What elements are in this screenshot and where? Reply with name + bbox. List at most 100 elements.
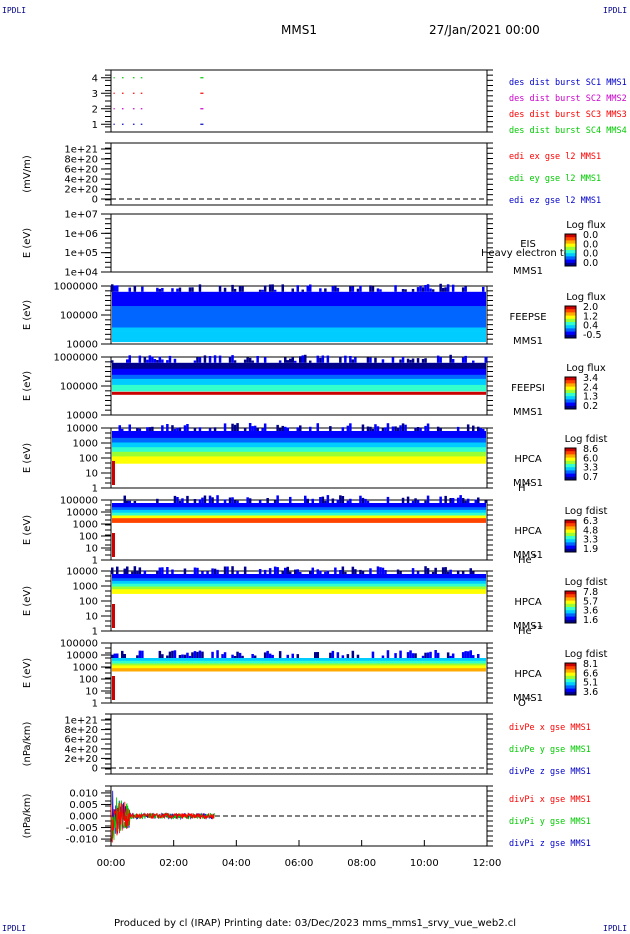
y-tick-label-eis: 1e+05 [64,248,98,259]
colorbar-frame-feepse [564,305,577,339]
colorbar-frame-hpca_he [564,519,577,553]
spectrogram-speckle-feepse [439,283,442,292]
colorbar-segment-hpca_h [565,464,576,468]
spectrogram-speckle-feepse [431,289,435,292]
colorbar-tick-eis: 0.0 [583,258,598,269]
spectrogram-speckle-hpca_he [459,495,462,503]
spectrogram-band-hpca_he [112,503,486,505]
spectrogram-speckle-hpca_hepp [339,570,342,574]
spectrogram-speckle-feepse [188,287,192,292]
panel-frame-edi [110,142,488,206]
spectrogram-speckle-hpca_hepp [294,569,297,574]
spectrogram-speckle-feepse [281,284,285,292]
spectrogram-speckle-feepse [128,287,132,292]
colorbar-segment-hpca_o [565,691,576,696]
spectrogram-speckle-feepse [451,284,455,292]
colorbar-segment-hpca_o [565,679,576,683]
spectrogram-speckle-hpca_o [472,655,475,658]
spectrogram-speckle-feepse [306,285,310,292]
y-tick-label-burst: 2 [92,104,98,115]
spectrogram-speckle-hpca_hepp [319,570,322,574]
spectrogram-speckle-hpca_o [113,653,117,658]
spectrogram-speckle-hpca_he [461,498,465,503]
spectrogram-speckle-feepse [356,288,360,292]
spectrogram-speckle-hpca_o [394,653,397,658]
colorbar-tick-hpca_h: 0.7 [583,472,598,483]
colorbar-segment-hpca_h [565,473,576,478]
y-tick-label-eis: 1e+06 [64,229,98,240]
spectrogram-speckle-hpca_o [186,652,189,658]
spectrogram-speckle-hpca_he [449,498,452,503]
spectrogram-speckle-hpca_o [263,652,267,658]
spectrogram-speckle-hpca_o [429,651,432,658]
spectrogram-speckle-feepse [141,286,144,292]
colorbar-frame-feepsi [564,376,577,410]
colorbar-segment-hpca_hepp [565,600,576,605]
species-charge: + [526,695,532,703]
spectrogram-speckle-hpca_hepp [426,568,430,574]
spectrogram-speckle-feepsi [449,354,452,363]
colorbar-title-hpca_hepp: Log fdist [565,577,608,588]
y-tick-label-hpca_o: 10000 [66,651,98,662]
spectrogram-speckle-hpca_o [409,650,412,658]
spectrogram-speckle-hpca_hepp [359,569,362,574]
spectrogram-speckle-hpca_he [466,498,470,503]
spacecraft-label-hpca_hepp: MMS1 [513,621,543,632]
colorbar-segment-hpca_he [565,539,576,543]
y-tick-label-hpca_h: 10000 [66,424,98,435]
spectrogram-speckle-hpca_hepp [431,571,435,574]
colorbar-tick-hpca_he: 3.3 [583,535,598,546]
colorbar-segment-hpca_he [565,536,576,540]
colorbar-segment-hpca_hepp [565,597,576,602]
colorbar-segment-hpca_hepp [565,594,576,598]
legend-entry-burst-1: des dist burst SC1 MMS1 [509,78,627,88]
spectrogram-speckle-hpca_o [193,651,197,658]
species-label-hpca_h: H+ [518,480,532,494]
legend-entry-divpe-2: divPe y gse MMS1 [509,745,591,755]
legend-entry-divpe-1: divPe x gse MMS1 [509,723,591,733]
spectrogram-band-hpca_hepp [112,590,486,593]
spectrogram-speckle-hpca_o [251,654,254,658]
spectrogram-speckle-feepse [401,289,405,292]
spectrogram-speckle-hpca_o [296,654,300,658]
y-tick-label-divpe: 2e+20 [64,754,98,765]
spectrogram-band-hpca_he [112,511,486,514]
spectrogram-speckle-feepse [301,289,305,292]
colorbar-segment-hpca_h [565,460,576,465]
spectrogram-speckle-feepsi [321,355,325,363]
spectrogram-speckle-hpca_he [426,495,430,503]
colorbar-tick-hpca_o: 3.6 [583,687,598,698]
spectrogram-band-feepsi [112,370,486,374]
spectrogram-speckle-hpca_h [248,423,252,431]
y-tick-label-hpca_h: 100 [79,454,98,465]
spectrogram-speckle-hpca_hepp [273,566,277,574]
colorbar-segment-feepsi [565,405,576,410]
spectrogram-speckle-hpca_hepp [193,567,197,574]
spectrogram-speckle-feepsi [289,358,292,363]
spectrogram-band-hpca_o [112,664,486,666]
spectrogram-band-feepsi [112,386,486,390]
spectrogram-band-feepse [112,306,486,310]
spectrogram-speckle-feepsi [451,359,455,363]
spectrogram-speckle-hpca_he [266,498,269,503]
spectrogram-speckle-hpca_hepp [461,571,465,574]
colorbar-segment-hpca_h [565,476,576,481]
spectrogram-speckle-feepsi [399,359,402,363]
spectrogram-speckle-hpca_h [276,424,279,431]
spectrogram-band-hpca_hepp [112,578,486,581]
spectrogram-band-feepse [112,323,486,328]
spectrogram-band-feepsi [112,388,486,392]
spectrogram-speckle-feepse [268,284,272,292]
series-line-divpi-1 [110,801,215,843]
panel-frame-burst [110,69,488,133]
spectrogram-speckle-hpca_he [439,496,442,503]
spacecraft-label-feepsi: MMS1 [513,407,543,418]
colorbar-tick-hpca_he: 1.9 [583,544,598,555]
colorbar-segment-hpca_hepp [565,619,576,624]
spectrogram-speckle-feepse [198,284,202,292]
spectrogram-band-hpca_o [112,667,486,669]
spectrogram-speckle-hpca_o [351,650,355,658]
spectrogram-band-feepse [112,316,486,321]
spectrogram-speckle-hpca_h [414,427,417,431]
